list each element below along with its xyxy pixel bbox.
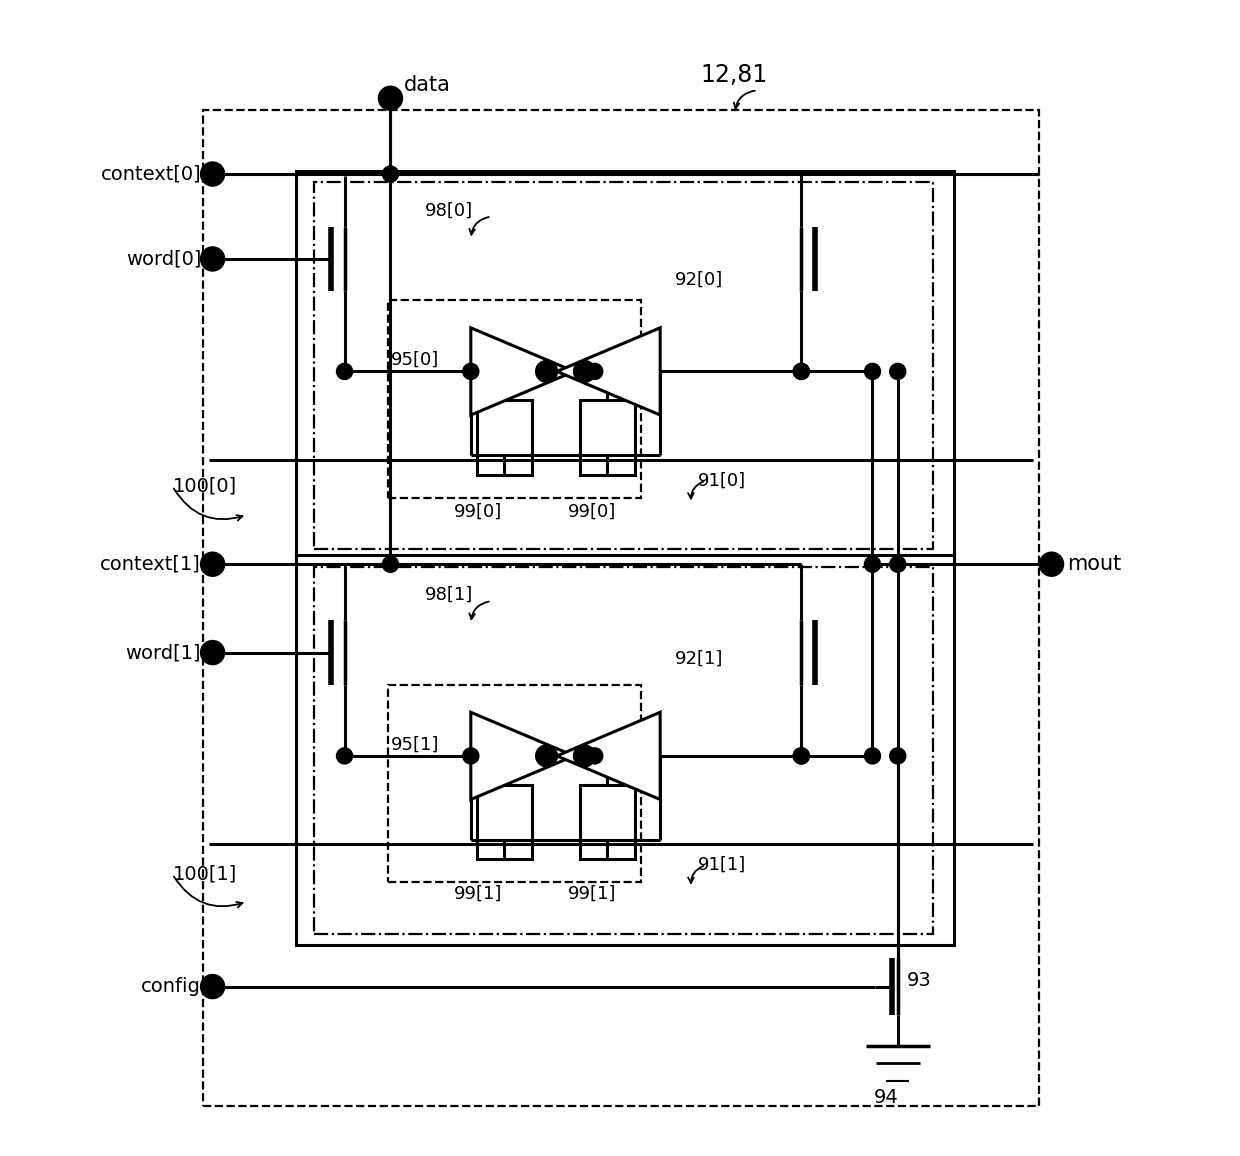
Text: context[1]: context[1] bbox=[100, 555, 201, 573]
Circle shape bbox=[794, 748, 810, 764]
Text: 94: 94 bbox=[874, 1089, 899, 1107]
Circle shape bbox=[463, 748, 479, 764]
Circle shape bbox=[864, 556, 880, 572]
Bar bbox=[476, 400, 532, 475]
Bar bbox=[476, 785, 532, 859]
Bar bbox=[580, 400, 635, 475]
Text: 12,81: 12,81 bbox=[701, 64, 768, 88]
Text: word[0]: word[0] bbox=[125, 250, 201, 268]
Circle shape bbox=[864, 363, 880, 379]
Polygon shape bbox=[557, 712, 660, 800]
Circle shape bbox=[1040, 553, 1063, 576]
Text: 98[1]: 98[1] bbox=[425, 586, 474, 605]
Circle shape bbox=[463, 363, 479, 379]
Circle shape bbox=[574, 746, 595, 766]
Circle shape bbox=[336, 748, 352, 764]
Text: 95[1]: 95[1] bbox=[391, 735, 439, 754]
Polygon shape bbox=[557, 328, 660, 415]
Circle shape bbox=[201, 976, 224, 998]
Circle shape bbox=[794, 363, 810, 379]
Circle shape bbox=[890, 556, 905, 572]
Circle shape bbox=[794, 363, 810, 379]
Bar bbox=[203, 110, 1039, 1106]
Circle shape bbox=[574, 361, 595, 381]
Text: 95[0]: 95[0] bbox=[391, 351, 439, 369]
Bar bbox=[296, 555, 954, 946]
Text: mout: mout bbox=[1068, 554, 1122, 575]
Circle shape bbox=[379, 87, 402, 110]
Circle shape bbox=[890, 748, 905, 764]
Text: 91[1]: 91[1] bbox=[698, 855, 746, 874]
Circle shape bbox=[864, 748, 880, 764]
Polygon shape bbox=[471, 328, 574, 415]
Text: 91[0]: 91[0] bbox=[698, 472, 746, 489]
Circle shape bbox=[201, 163, 224, 185]
Text: data: data bbox=[404, 74, 451, 95]
Text: 99[1]: 99[1] bbox=[568, 884, 616, 903]
Circle shape bbox=[201, 553, 224, 576]
Text: 100[1]: 100[1] bbox=[172, 865, 237, 883]
Circle shape bbox=[536, 361, 557, 381]
Bar bbox=[388, 684, 641, 882]
Text: 99[0]: 99[0] bbox=[568, 503, 616, 520]
Circle shape bbox=[794, 748, 810, 764]
Text: 99[0]: 99[0] bbox=[454, 503, 502, 520]
Circle shape bbox=[336, 363, 352, 379]
Circle shape bbox=[201, 642, 224, 664]
Bar bbox=[296, 171, 954, 561]
Bar bbox=[314, 566, 934, 934]
Circle shape bbox=[382, 166, 398, 181]
Bar bbox=[314, 181, 934, 549]
Polygon shape bbox=[471, 712, 574, 800]
Circle shape bbox=[382, 556, 398, 572]
Circle shape bbox=[587, 748, 603, 764]
Bar bbox=[580, 785, 635, 859]
Text: word[1]: word[1] bbox=[125, 643, 201, 662]
Text: 100[0]: 100[0] bbox=[172, 476, 237, 496]
Text: 98[0]: 98[0] bbox=[425, 202, 472, 220]
Text: config: config bbox=[141, 977, 201, 996]
Bar bbox=[388, 301, 641, 498]
Text: context[0]: context[0] bbox=[100, 164, 201, 184]
Text: 99[1]: 99[1] bbox=[454, 884, 502, 903]
Circle shape bbox=[536, 746, 557, 766]
Text: 92[1]: 92[1] bbox=[675, 650, 723, 667]
Text: 92[0]: 92[0] bbox=[675, 271, 723, 289]
Circle shape bbox=[201, 247, 224, 271]
Text: 93: 93 bbox=[906, 971, 931, 991]
Circle shape bbox=[890, 363, 905, 379]
Circle shape bbox=[587, 363, 603, 379]
